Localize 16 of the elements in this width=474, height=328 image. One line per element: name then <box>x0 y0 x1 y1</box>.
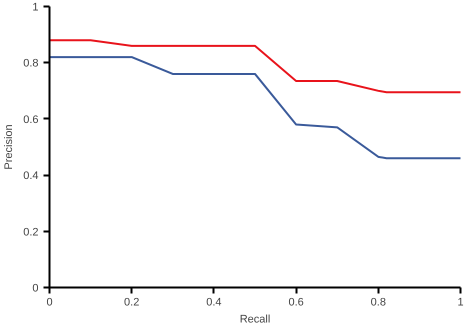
y-tick-label: 0 <box>32 282 39 294</box>
y-tick-label: 0.4 <box>23 170 39 182</box>
y-tick-label: 0.8 <box>23 58 39 70</box>
x-tick-label: 0.2 <box>124 296 140 308</box>
x-tick-label: 0.6 <box>288 296 304 308</box>
y-tick-label: 0.2 <box>23 226 39 238</box>
y-tick-label: 0.6 <box>23 114 39 126</box>
x-tick-label: 0 <box>46 296 53 308</box>
x-tick-label: 0.8 <box>370 296 386 308</box>
x-axis-title: Recall <box>240 314 270 326</box>
line-series <box>50 56 460 160</box>
line-series <box>50 39 460 94</box>
x-tick-label: 1 <box>457 296 464 308</box>
y-axis-title: Precision <box>3 124 16 170</box>
y-tick-label: 1 <box>32 2 39 14</box>
x-tick-label: 0.4 <box>206 296 222 308</box>
